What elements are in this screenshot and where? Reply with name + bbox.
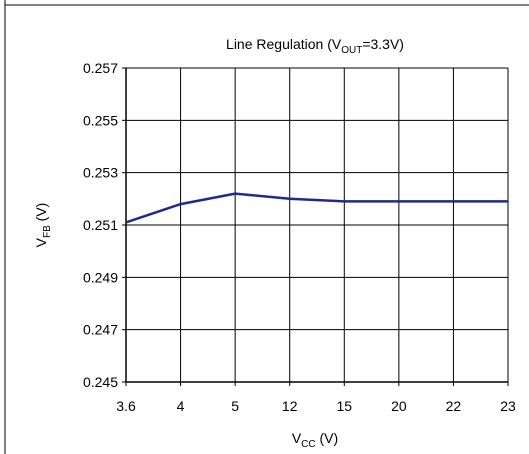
chart-title: Line Regulation (VOUT=3.3V) [226, 36, 404, 56]
y-tick-label: 0.257 [83, 60, 118, 76]
x-tick-label: 15 [336, 398, 352, 414]
x-axis-label: VCC (V) [292, 430, 338, 450]
x-tick-label: 20 [391, 398, 407, 414]
x-tick-label: 22 [446, 398, 462, 414]
x-tick-label: 5 [231, 398, 239, 414]
x-tick-label: 4 [177, 398, 185, 414]
x-tick-label: 23 [500, 398, 516, 414]
series-line [125, 192, 508, 224]
y-tick-label: 0.253 [83, 165, 118, 181]
y-tick-label: 0.251 [83, 217, 118, 233]
x-tick-label: 3.6 [116, 398, 136, 414]
grid-layer [125, 67, 509, 383]
y-tick-label: 0.245 [83, 374, 118, 390]
y-tick-label: 0.249 [83, 269, 118, 285]
y-tick-label: 0.255 [83, 112, 118, 128]
series-layer [125, 192, 508, 224]
x-tick-label: 12 [282, 398, 298, 414]
ticks-layer: 0.245 0.247 0.249 0.251 0.253 0.255 0.257 3.6 4 5… [83, 60, 516, 414]
y-tick-label: 0.247 [83, 322, 118, 338]
y-axis-label: VFB (V) [33, 203, 53, 248]
